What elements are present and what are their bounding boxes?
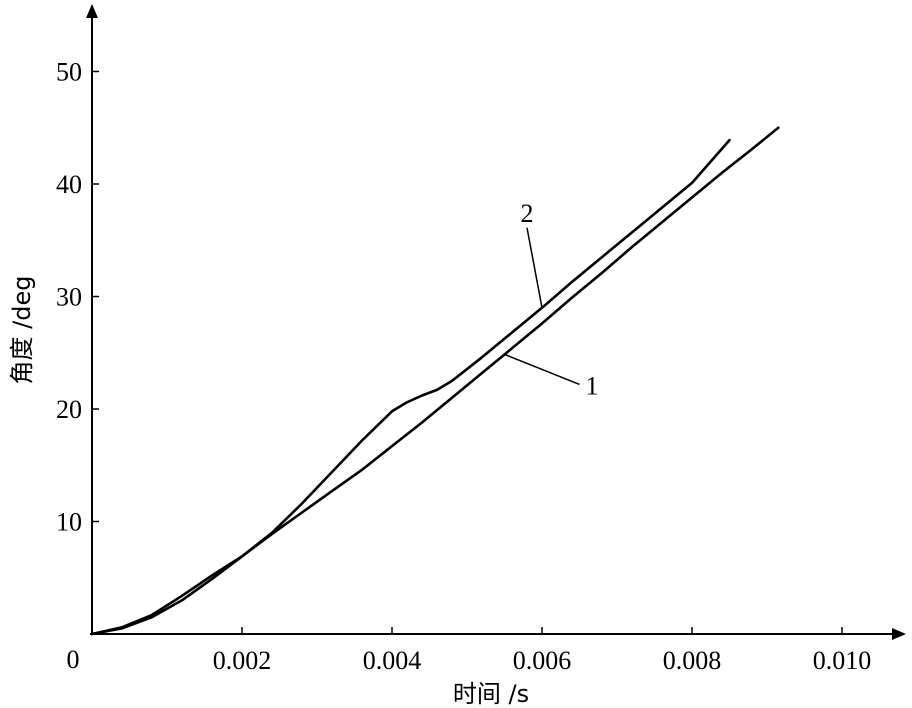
x-tick-group: 0.002 0.004 0.006 0.008 0.010 — [213, 627, 872, 675]
series-line-2 — [90, 138, 731, 636]
y-tick-label-4: 50 — [56, 58, 82, 87]
annotation-layer: 12 — [504, 199, 599, 400]
x-axis-title: 时间 /s — [453, 680, 529, 708]
origin-label: 0 — [67, 645, 80, 674]
series-layer — [90, 126, 780, 636]
x-axis-arrow — [892, 628, 906, 640]
y-tick-group: 10 20 30 40 50 — [56, 58, 99, 537]
x-tick-label-0: 0.002 — [213, 646, 272, 675]
y-axis-title: 角度 /deg — [8, 276, 36, 385]
series-label-1: 1 — [586, 371, 599, 400]
series-label-2: 2 — [521, 199, 534, 228]
series-leader-2 — [526, 227, 543, 308]
x-tick-label-3: 0.008 — [663, 646, 722, 675]
y-tick-label-2: 30 — [56, 283, 82, 312]
y-axis: 10 20 30 40 50 角度 /deg — [8, 4, 99, 634]
x-tick-label-2: 0.006 — [513, 646, 572, 675]
y-axis-arrow — [86, 4, 98, 18]
x-axis: 0.002 0.004 0.006 0.008 0.010 时间 /s — [90, 627, 906, 708]
series-line-1 — [90, 126, 780, 636]
y-tick-label-3: 40 — [56, 170, 82, 199]
series-leader-1 — [504, 353, 580, 386]
x-tick-label-4: 0.010 — [813, 646, 872, 675]
x-tick-label-1: 0.004 — [363, 646, 422, 675]
y-tick-label-1: 20 — [56, 395, 82, 424]
y-tick-label-0: 10 — [56, 508, 82, 537]
